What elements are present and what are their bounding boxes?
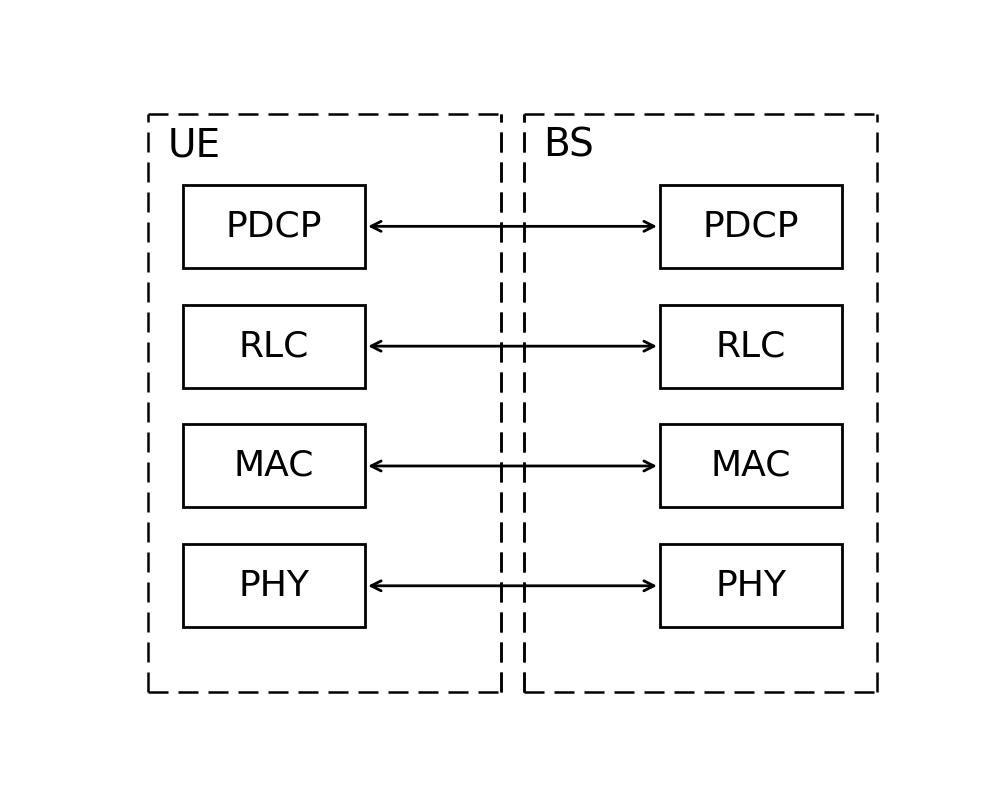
Text: RLC: RLC xyxy=(239,329,309,363)
Bar xyxy=(183,305,365,388)
Bar xyxy=(183,544,365,627)
Bar xyxy=(660,185,842,268)
Text: PDCP: PDCP xyxy=(703,209,799,243)
Text: PHY: PHY xyxy=(715,569,786,602)
Bar xyxy=(660,305,842,388)
Bar xyxy=(183,425,365,508)
Text: BS: BS xyxy=(544,127,594,164)
Bar xyxy=(183,185,365,268)
Text: PHY: PHY xyxy=(239,569,310,602)
Bar xyxy=(660,425,842,508)
Text: MAC: MAC xyxy=(234,449,314,483)
Text: PDCP: PDCP xyxy=(226,209,322,243)
Text: MAC: MAC xyxy=(711,449,791,483)
Bar xyxy=(660,544,842,627)
Text: UE: UE xyxy=(168,127,221,164)
Text: RLC: RLC xyxy=(716,329,786,363)
